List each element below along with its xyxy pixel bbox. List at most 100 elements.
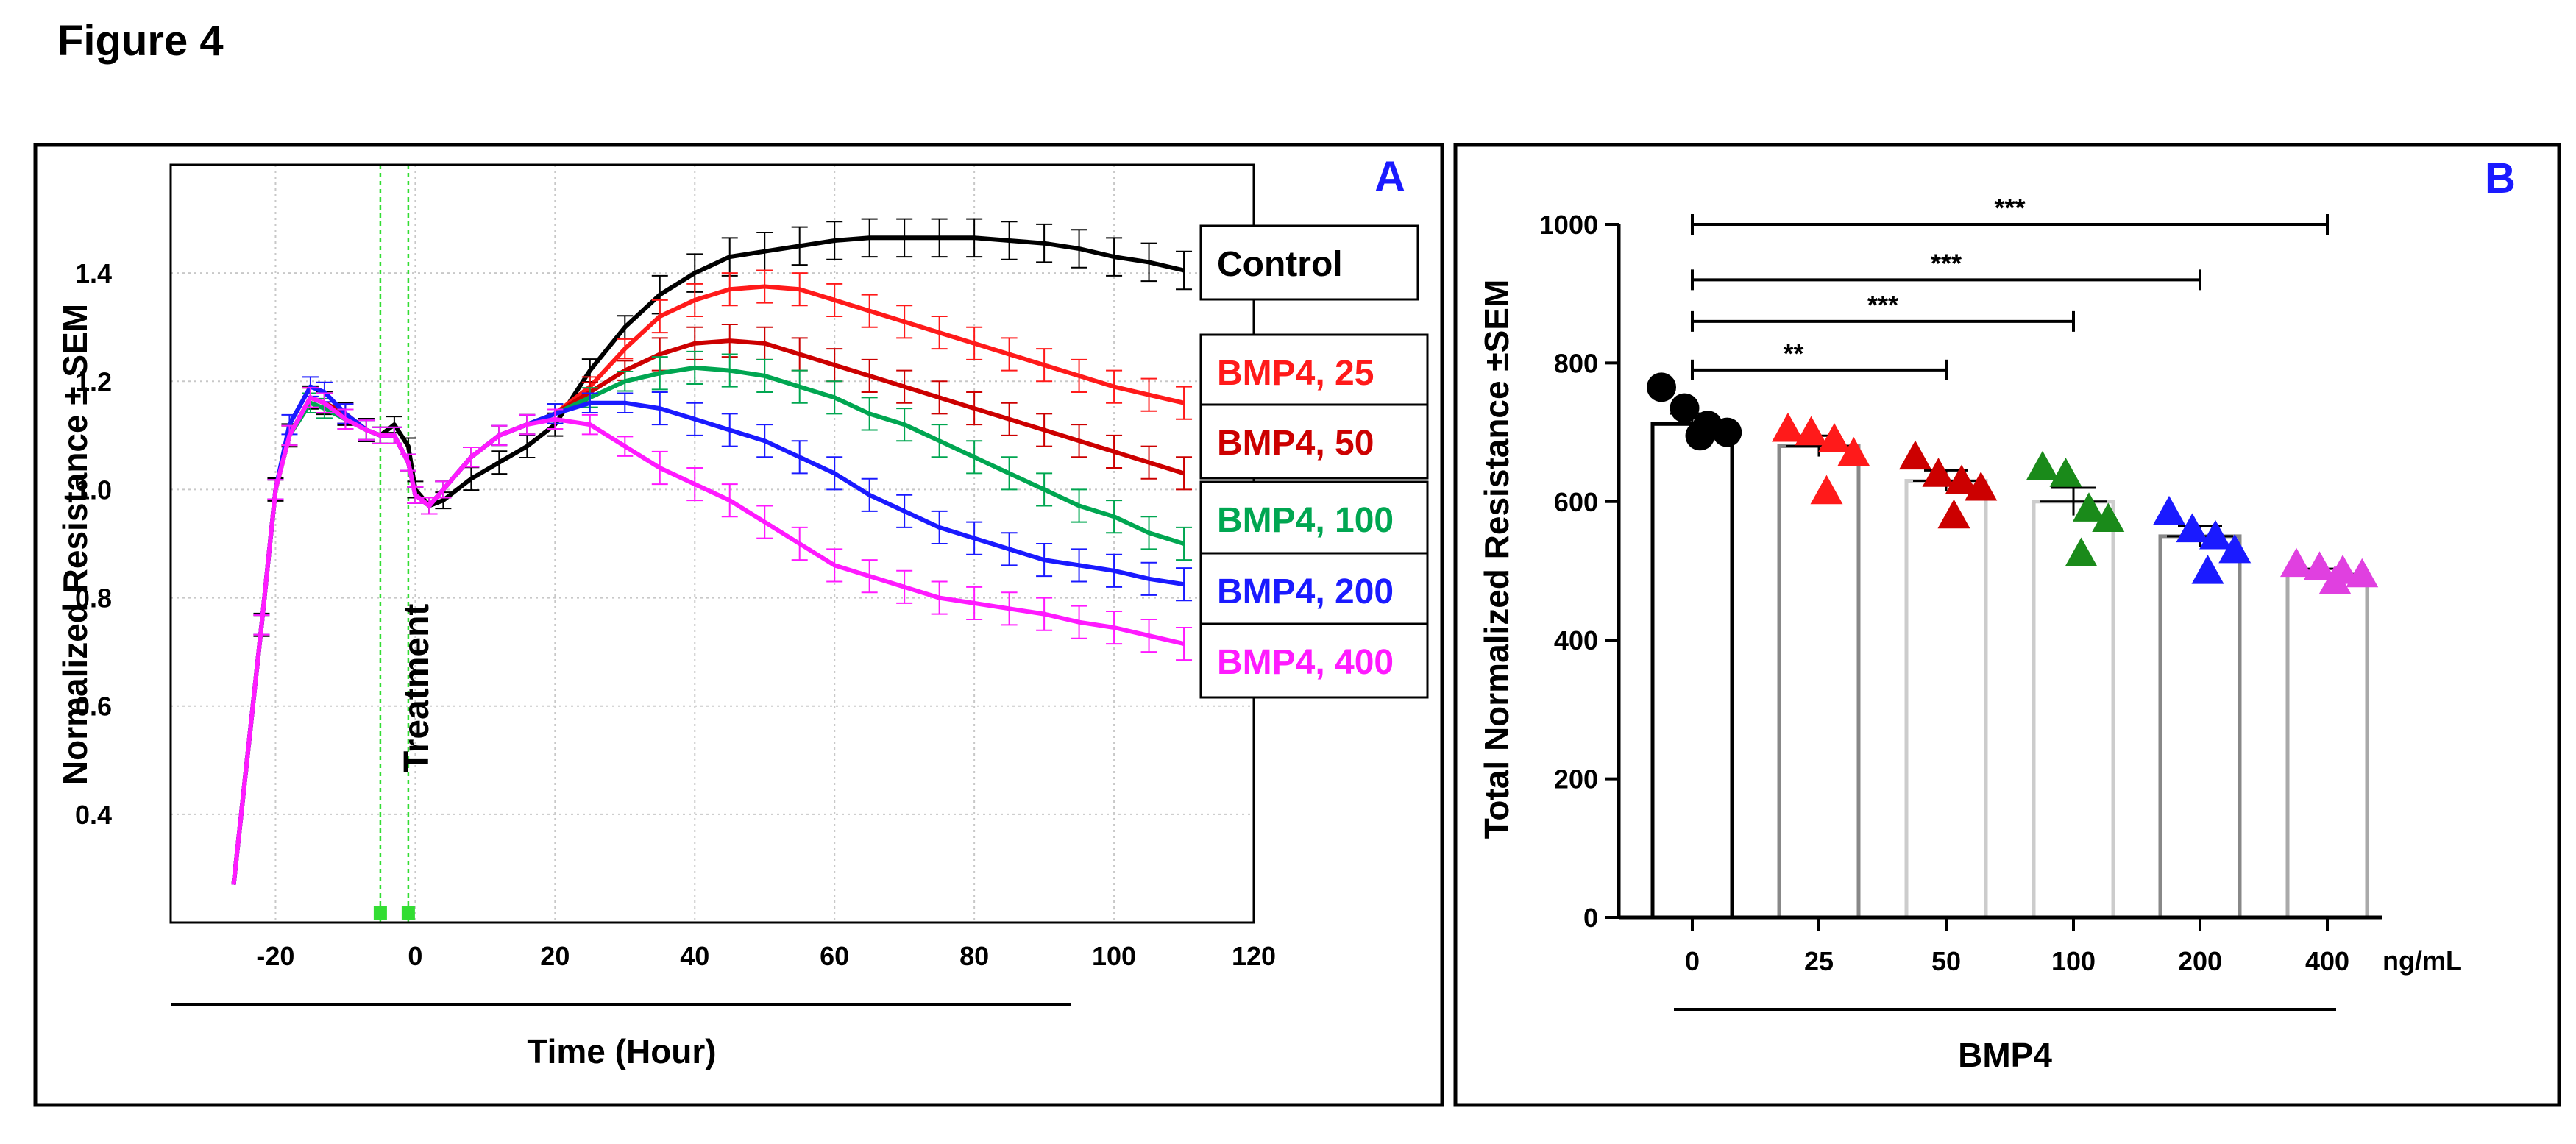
legend-box <box>1199 403 1429 480</box>
data-point <box>1965 471 1998 501</box>
treatment-marker <box>373 906 387 920</box>
legend-label: BMP4, 200 <box>1217 572 1394 611</box>
series-line <box>231 395 1185 885</box>
x-tick-label: 40 <box>680 941 709 971</box>
data-point <box>2303 551 2336 580</box>
y-tick-label: 1000 <box>1539 210 1598 240</box>
panel-a-letter: A <box>1374 153 1405 201</box>
panel-a-plot-area <box>169 163 1255 924</box>
y-tick-label: 0 <box>1583 903 1598 933</box>
x-tick-label: 200 <box>2178 946 2222 976</box>
x-tick-label: 100 <box>1092 941 1136 971</box>
y-tick-label: 400 <box>1554 625 1598 656</box>
data-point <box>1937 499 1970 529</box>
x-tick-label: 120 <box>1232 941 1276 971</box>
y-tick-label: 1.0 <box>75 475 112 505</box>
panel-b-y-ticks: 0 200 400 600 800 1000 <box>1539 210 1619 933</box>
data-point <box>1945 464 1978 494</box>
data-point <box>2199 519 2232 550</box>
panel-a-x-label: Time (Hour) <box>527 1032 716 1070</box>
panel-a-y-ticks: 0.4 0.6 0.8 1.0 1.2 1.4 <box>75 258 112 830</box>
bar <box>1904 479 1988 920</box>
panel-a-grid <box>171 165 1255 923</box>
data-point <box>1795 416 1828 446</box>
bar <box>2285 572 2369 920</box>
legend-box <box>1199 622 1429 699</box>
y-tick-label: 0.6 <box>75 692 112 722</box>
panel-b-x-ticks: 0 25 50 100 200 400 <box>1685 917 2349 976</box>
data-point <box>2318 565 2352 594</box>
x-tick-label: 60 <box>820 941 849 971</box>
x-tick-label: 20 <box>540 941 570 971</box>
panel-b-letter: B <box>2485 154 2516 202</box>
panel-a-legend: Control BMP4, 25 BMP4, 50 BMP4, 100 BMP4, 20… <box>1199 224 1429 699</box>
panel-a-frame <box>33 143 1444 1107</box>
series-line <box>231 384 1185 885</box>
x-tick-label: 25 <box>1804 946 1834 976</box>
x-tick-label: -20 <box>256 941 294 971</box>
legend-box <box>1199 480 1429 557</box>
data-point <box>1922 458 1955 487</box>
significance-label: ** <box>1783 338 1803 369</box>
legend-box <box>1199 224 1419 301</box>
x-tick-label: 400 <box>2305 946 2349 976</box>
data-point <box>2153 495 2185 525</box>
bar <box>2032 500 2115 920</box>
panel-b-points <box>1647 372 2379 594</box>
data-point <box>2049 458 2082 487</box>
significance-label: *** <box>1931 248 1962 278</box>
figure-title: Figure 4 <box>57 17 224 65</box>
significance-label: *** <box>1994 193 2025 223</box>
x-tick-label: 0 <box>408 941 422 971</box>
y-tick-label: 0.4 <box>75 800 112 830</box>
data-point <box>1772 412 1804 442</box>
series-line <box>231 284 1185 885</box>
x-tick-label: 0 <box>1685 946 1700 976</box>
data-point <box>2218 533 2252 564</box>
y-tick-label: 600 <box>1554 487 1598 517</box>
y-tick-label: 0.8 <box>75 583 112 614</box>
data-point <box>1837 436 1870 466</box>
series-6 <box>231 387 1193 885</box>
series-line <box>231 365 1185 885</box>
data-point <box>1899 440 1931 470</box>
x-tick-label: 50 <box>1931 946 1961 976</box>
x-tick-label: 100 <box>2051 946 2096 976</box>
series-1 <box>231 218 1193 885</box>
data-point <box>1685 421 1715 451</box>
treatment-lines <box>373 165 415 923</box>
data-point <box>2191 555 2224 584</box>
data-point <box>1818 423 1851 452</box>
panel-b-x-unit: ng/mL <box>2382 945 2462 976</box>
treatment-marker <box>401 906 415 920</box>
legend-label: BMP4, 400 <box>1217 643 1394 682</box>
panel-b-x-label: BMP4 <box>1958 1036 2052 1074</box>
bar <box>2158 534 2242 920</box>
x-tick-label: 80 <box>959 941 989 971</box>
legend-label: BMP4, 25 <box>1217 354 1374 393</box>
series-3 <box>231 324 1193 885</box>
panel-b-significance: *********** <box>1691 193 2329 380</box>
panel-a-series <box>231 218 1193 885</box>
significance-label: *** <box>1867 290 1898 320</box>
legend-label: BMP4, 50 <box>1217 424 1374 463</box>
data-point <box>2176 513 2209 543</box>
legend-box <box>1199 333 1429 410</box>
panel-b-y-label: Total Normalized Resistance ±SEM <box>1477 280 1516 839</box>
y-tick-label: 800 <box>1554 348 1598 378</box>
legend-label: BMP4, 100 <box>1217 501 1394 540</box>
data-point <box>1647 372 1676 402</box>
legend-label: Control <box>1217 245 1343 284</box>
data-point <box>2092 502 2125 532</box>
bar <box>1650 422 1734 920</box>
series-2 <box>231 269 1193 885</box>
data-point <box>2280 547 2313 578</box>
bar <box>1777 444 1861 920</box>
y-tick-label: 200 <box>1554 764 1598 795</box>
y-tick-label: 1.2 <box>75 366 112 397</box>
data-point <box>2346 558 2379 588</box>
panel-a-y-label: Normalized Resistance ± SEM <box>56 304 94 785</box>
data-point <box>1712 417 1742 447</box>
legend-box <box>1199 552 1429 628</box>
